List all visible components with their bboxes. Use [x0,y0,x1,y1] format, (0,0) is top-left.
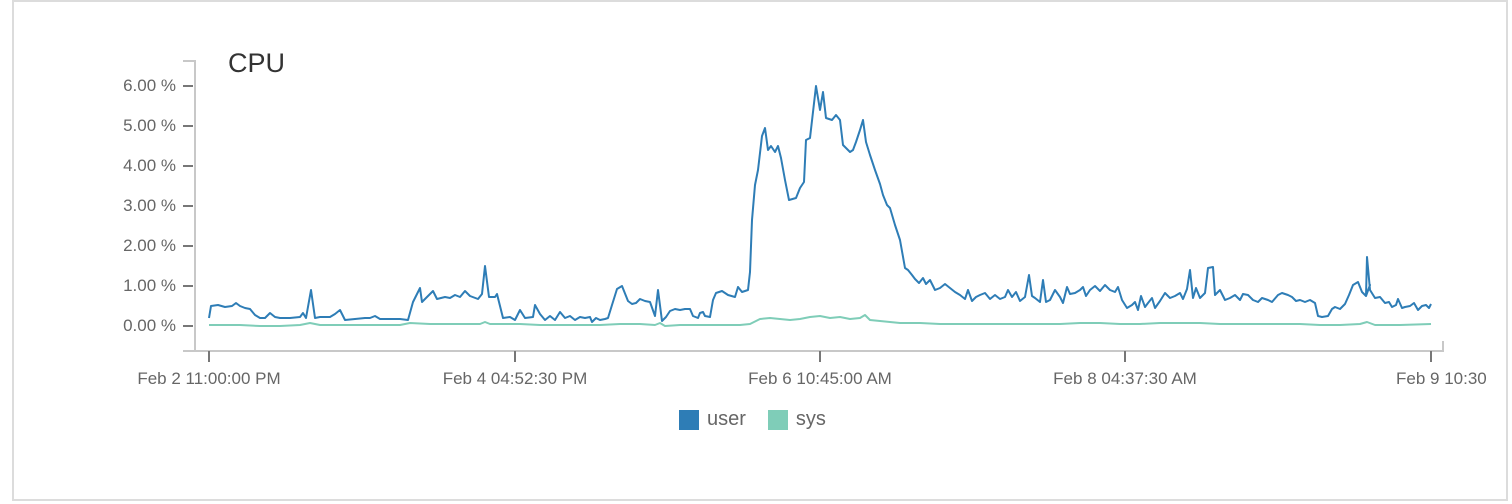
x-tick-label: Feb 2 11:00:00 PM [137,369,281,388]
legend-label-sys: sys [795,408,826,430]
sys-swatch-icon [767,409,788,430]
legend-item-sys[interactable]: sys [767,408,826,431]
y-tick-label: 0.00 % [123,316,176,335]
y-tick-label: 2.00 % [123,236,176,255]
y-tick-label: 4.00 % [123,156,176,175]
user-swatch-icon [679,409,699,430]
x-tick-label: Feb 4 04:52:30 PM [442,369,588,388]
y-ticks [183,85,193,327]
y-axis-line [183,60,196,351]
legend: user sys [679,408,848,431]
chart-card [12,0,1508,501]
x-ticks [208,351,1432,362]
y-tick-label: 1.00 % [123,276,176,295]
legend-label-user: user [707,408,746,430]
legend-item-user[interactable]: user [679,408,746,431]
x-tick-label: Feb 9 10:30 [1396,369,1487,388]
x-tick-label: Feb 8 04:37:30 AM [1053,369,1197,388]
x-tick-label: Feb 6 10:45:00 AM [748,369,892,388]
y-tick-label: 5.00 % [123,116,176,135]
axes [183,60,1444,352]
x-axis-line [183,341,1444,352]
chart-title: CPU [228,48,286,78]
sys-series-line [209,314,1432,327]
y-tick-label: 3.00 % [123,196,176,215]
user-series-line [208,85,1432,323]
y-tick-label: 6.00 % [123,76,176,95]
